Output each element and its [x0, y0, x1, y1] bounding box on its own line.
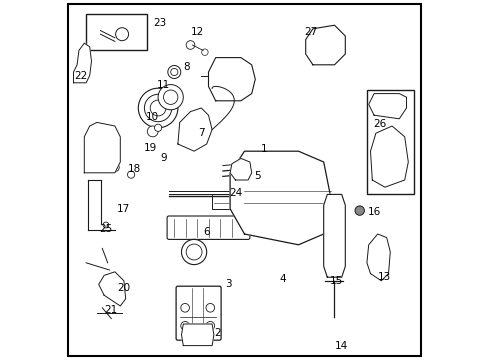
Circle shape — [101, 148, 111, 158]
Polygon shape — [178, 108, 212, 151]
Circle shape — [186, 244, 202, 260]
Text: 1: 1 — [261, 144, 267, 154]
Circle shape — [294, 189, 305, 200]
Text: 26: 26 — [372, 119, 386, 129]
Text: 4: 4 — [279, 274, 285, 284]
Polygon shape — [368, 94, 406, 119]
Text: 24: 24 — [228, 188, 242, 198]
Circle shape — [147, 126, 158, 137]
Text: 19: 19 — [144, 143, 157, 153]
FancyBboxPatch shape — [167, 216, 249, 239]
Circle shape — [138, 88, 178, 128]
Text: 9: 9 — [160, 153, 166, 163]
Circle shape — [79, 62, 84, 68]
Circle shape — [217, 72, 231, 86]
Circle shape — [88, 142, 102, 157]
Circle shape — [257, 182, 278, 203]
Text: 27: 27 — [304, 27, 317, 37]
Text: 3: 3 — [224, 279, 231, 289]
Circle shape — [181, 321, 189, 330]
Polygon shape — [181, 324, 213, 346]
Polygon shape — [370, 126, 407, 187]
Text: 10: 10 — [146, 112, 159, 122]
Circle shape — [144, 94, 171, 122]
Circle shape — [103, 222, 108, 228]
Circle shape — [181, 303, 189, 312]
Circle shape — [163, 90, 178, 104]
Circle shape — [189, 121, 202, 134]
Text: 8: 8 — [183, 62, 190, 72]
Bar — [212, 194, 262, 209]
Circle shape — [285, 194, 300, 209]
Polygon shape — [323, 194, 345, 277]
Text: 15: 15 — [329, 276, 342, 286]
Polygon shape — [84, 122, 120, 173]
Text: 16: 16 — [366, 207, 380, 217]
Circle shape — [354, 206, 364, 215]
Circle shape — [205, 321, 214, 330]
Circle shape — [81, 51, 87, 57]
Text: 2: 2 — [214, 328, 221, 338]
Circle shape — [170, 68, 178, 76]
Polygon shape — [99, 272, 125, 306]
Polygon shape — [208, 58, 255, 101]
Circle shape — [181, 239, 206, 265]
Text: 23: 23 — [153, 18, 166, 28]
Text: 5: 5 — [253, 171, 260, 181]
Circle shape — [158, 85, 183, 110]
Circle shape — [271, 187, 289, 205]
Text: 17: 17 — [117, 204, 130, 214]
Text: 7: 7 — [198, 128, 204, 138]
Circle shape — [186, 41, 194, 49]
Circle shape — [201, 49, 208, 55]
Text: 13: 13 — [378, 272, 391, 282]
Circle shape — [205, 303, 214, 312]
Circle shape — [228, 75, 242, 87]
Text: 18: 18 — [128, 164, 141, 174]
Circle shape — [167, 66, 181, 78]
Polygon shape — [230, 151, 330, 245]
Polygon shape — [305, 25, 345, 65]
Circle shape — [127, 171, 134, 178]
Circle shape — [107, 140, 115, 148]
Circle shape — [115, 28, 128, 41]
Polygon shape — [230, 158, 251, 180]
Circle shape — [110, 163, 119, 172]
Text: 22: 22 — [74, 71, 87, 81]
Circle shape — [154, 124, 162, 131]
Text: 20: 20 — [117, 283, 130, 293]
Text: 21: 21 — [104, 305, 118, 315]
Bar — [86, 14, 147, 50]
Text: 11: 11 — [157, 80, 170, 90]
Text: 14: 14 — [334, 341, 347, 351]
Polygon shape — [73, 43, 91, 83]
Polygon shape — [366, 234, 389, 281]
Circle shape — [262, 187, 273, 198]
Bar — [366, 90, 413, 194]
Text: 12: 12 — [191, 27, 204, 37]
Circle shape — [150, 100, 166, 116]
FancyBboxPatch shape — [176, 286, 221, 340]
Text: 6: 6 — [203, 227, 209, 237]
Text: 25: 25 — [99, 224, 112, 234]
